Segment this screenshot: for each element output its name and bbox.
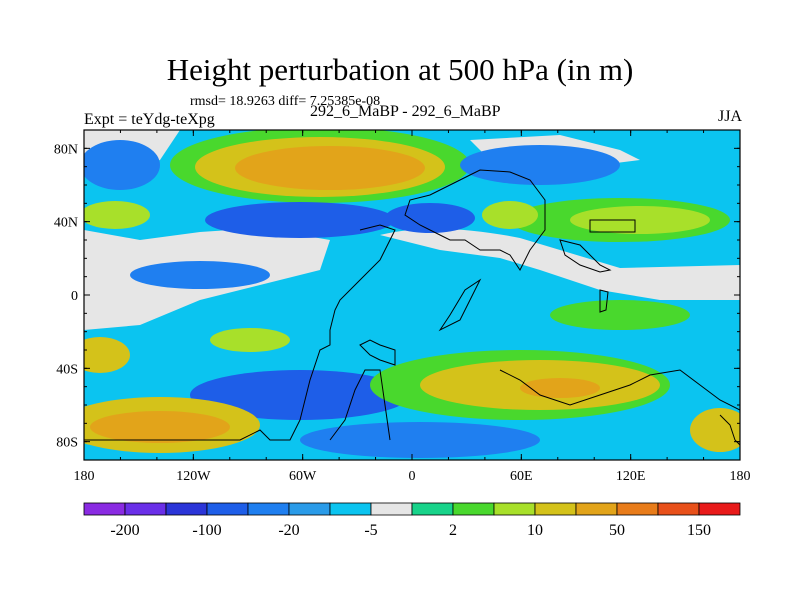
rmsd-diff-stats: rmsd= 18.9263 diff= 7.25385e-08 xyxy=(190,94,381,109)
colorbar-swatch xyxy=(493,502,536,516)
high-indian-ocean xyxy=(550,300,690,330)
colorbar-swatch xyxy=(288,502,331,516)
season-label: JJA xyxy=(717,108,742,125)
high-south-indian-core xyxy=(520,378,600,398)
latitude-axis: 80N 40N 0 40S 80S xyxy=(54,129,740,461)
low-north-asia xyxy=(460,145,620,185)
lat-tick-label: 40S xyxy=(56,362,78,377)
lat-tick-label: 0 xyxy=(71,289,78,304)
lat-tick-label: 80N xyxy=(54,142,78,157)
colorbar-label: -20 xyxy=(278,522,299,539)
lon-tick-label: 0 xyxy=(409,469,416,484)
run-comparison-label: 292_6_MaBP - 292_6_MaBP xyxy=(310,103,501,120)
colorbar-label: 50 xyxy=(609,522,625,539)
high-south-pacific-small xyxy=(210,328,290,352)
coastline-sliver xyxy=(599,289,609,313)
colorbar-swatch xyxy=(698,502,741,516)
coastline-americas xyxy=(84,224,396,441)
colorbar-label: -100 xyxy=(192,522,221,539)
low-europe xyxy=(385,203,475,233)
colorbar-swatch xyxy=(575,502,618,516)
high-sw-pacific xyxy=(84,337,130,373)
colorbar-swatch xyxy=(206,502,249,516)
contour-field xyxy=(84,130,740,460)
colorbar-swatch xyxy=(616,502,659,516)
coastline-southern xyxy=(499,369,740,411)
colorbar-swatch xyxy=(411,502,454,516)
colorbar-swatch xyxy=(657,502,700,516)
colorbar-swatch xyxy=(165,502,208,516)
colorbar-swatch xyxy=(534,502,577,516)
colorbar-swatch xyxy=(247,502,290,516)
neutral-region-east xyxy=(380,228,740,300)
colorbar-swatch xyxy=(124,502,167,516)
lon-tick-label: 120W xyxy=(176,469,211,484)
colorbar-label: 2 xyxy=(449,522,457,539)
colorbar-swatch xyxy=(83,502,126,516)
colorbar: -200 -100 -20 -5 2 10 50 150 xyxy=(83,502,741,539)
plot-title: Height perturbation at 500 hPa (in m) xyxy=(166,52,634,87)
colorbar-label: -200 xyxy=(110,522,139,539)
high-south-east xyxy=(690,408,740,452)
low-south-america xyxy=(190,370,410,420)
lon-tick-label: 180 xyxy=(74,469,95,484)
low-north-atlantic xyxy=(205,202,395,238)
colorbar-swatch xyxy=(452,502,495,516)
low-tropical-pacific xyxy=(130,261,270,289)
colorbar-swatch xyxy=(370,502,413,516)
colorbar-swatch xyxy=(329,502,372,516)
coastline-africa xyxy=(438,278,482,332)
low-southern-ocean xyxy=(300,422,540,458)
experiment-label: Expt = teYdg-teXpg xyxy=(84,111,215,128)
low-north-pacific xyxy=(84,140,160,190)
high-north-core xyxy=(235,146,425,190)
longitude-axis: 180 120W 60W 0 60E 120E 180 xyxy=(74,130,751,484)
coastline-island xyxy=(589,219,636,233)
coastline-eurasia xyxy=(404,169,546,271)
coastline-new-zealand xyxy=(719,414,740,446)
lon-tick-label: 180 xyxy=(730,469,751,484)
lon-tick-label: 120E xyxy=(616,469,646,484)
coastline-se-asia xyxy=(559,239,612,273)
high-east-asia-core xyxy=(570,206,710,234)
coastline-small-land xyxy=(359,339,396,366)
colorbar-label: 10 xyxy=(527,522,543,539)
coastline-antarctic-peninsula xyxy=(329,369,391,441)
colorbar-label: -5 xyxy=(364,522,377,539)
colorbar-label: 150 xyxy=(687,522,711,539)
lon-tick-label: 60E xyxy=(510,469,533,484)
lon-tick-label: 60W xyxy=(289,469,317,484)
high-west-pacific xyxy=(84,201,150,229)
lat-tick-label: 80S xyxy=(56,436,78,451)
coastlines xyxy=(84,169,740,446)
lat-tick-label: 40N xyxy=(54,216,78,231)
high-central-asia xyxy=(482,201,538,229)
high-south-pacific-core xyxy=(90,411,230,443)
